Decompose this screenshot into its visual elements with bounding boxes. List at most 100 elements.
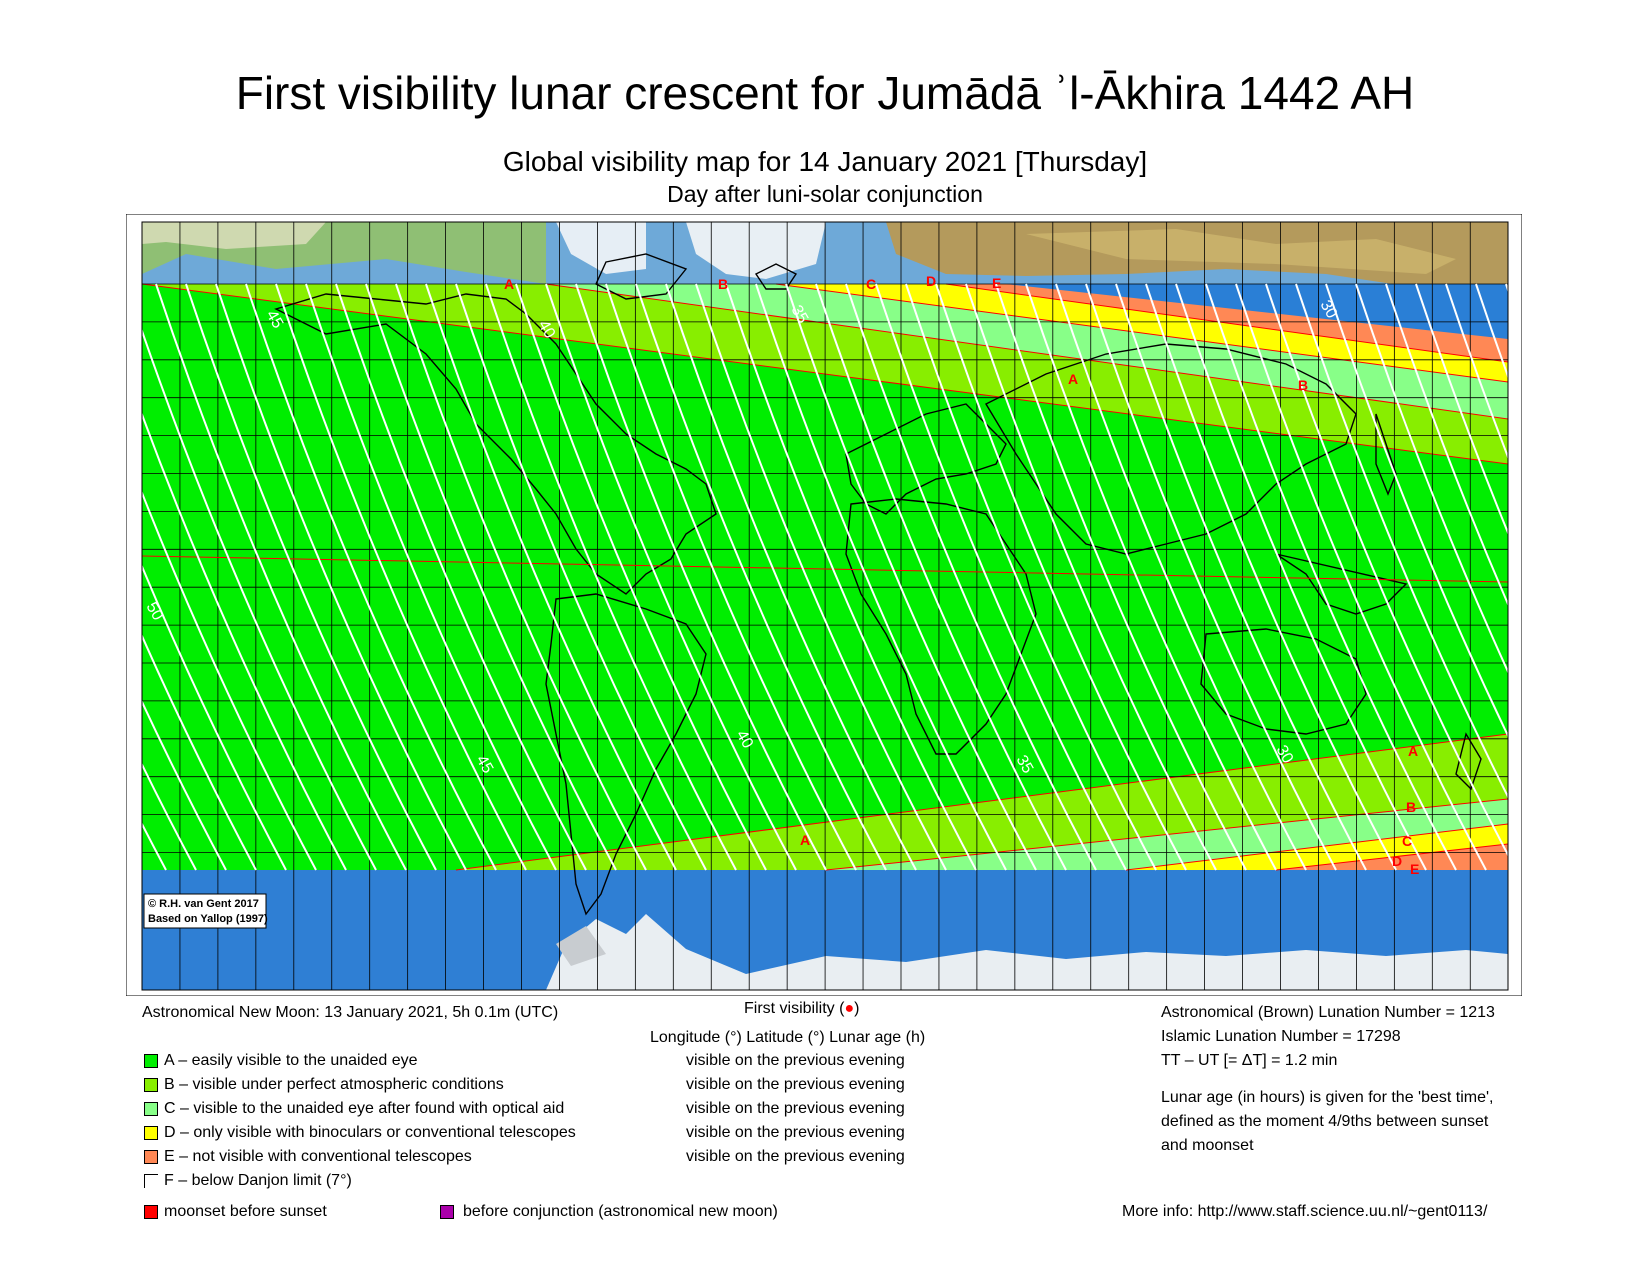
more-info-link[interactable]: More info: http://www.staff.science.uu.n… — [1122, 1203, 1488, 1220]
age-curve — [575, 283, 827, 871]
age-curve — [725, 283, 977, 871]
age-curve — [1175, 283, 1427, 871]
northern-land — [142, 222, 1508, 294]
legend-label-d: D – only visible with binoculars or conv… — [164, 1124, 576, 1141]
age-curve — [995, 283, 1247, 871]
age-curve — [1475, 283, 1508, 380]
age-curve — [1055, 283, 1307, 871]
age-curve — [1445, 283, 1508, 460]
age-curve — [1325, 283, 1508, 739]
age-curve — [785, 283, 1037, 871]
age-label-30: 30 — [1273, 743, 1297, 767]
age-label-35: 35 — [788, 303, 812, 327]
column-headers: Longitude (°) Latitude (°) Lunar age (h) — [650, 1029, 926, 1046]
zone-letter-bottom-e: E — [1410, 861, 1419, 877]
lunar-age-note-3: and moonset — [1161, 1137, 1254, 1154]
red-boundary-line — [142, 555, 1508, 583]
age-curve — [695, 283, 947, 871]
zone-boundary-1 — [545, 283, 1508, 420]
age-curve — [245, 283, 497, 871]
age-curve — [1385, 283, 1508, 607]
age-curve — [665, 283, 917, 871]
zone-letter-top-b: B — [718, 276, 728, 292]
age-curve — [155, 283, 407, 871]
age-curve — [142, 411, 347, 871]
age-curve — [1265, 283, 1508, 858]
age-curve — [515, 283, 767, 871]
age-curve — [605, 283, 857, 871]
age-curve — [755, 283, 1007, 871]
age-curve — [1355, 283, 1508, 675]
zone-letter-bottom-a: A — [800, 832, 810, 848]
zone-letter-top-c: C — [866, 276, 876, 292]
legend-swatch-b — [144, 1078, 158, 1092]
age-curve — [185, 283, 437, 871]
first-visibility-heading: First visibility (●) — [744, 1000, 860, 1017]
legend-swatch-f — [144, 1174, 158, 1188]
age-curve — [965, 283, 1217, 871]
age-curve — [215, 283, 467, 871]
legend-status-b: visible on the previous evening — [686, 1076, 905, 1093]
age-curve — [1415, 283, 1508, 536]
zone-letter-top-b: B — [1298, 377, 1308, 393]
legend-swatch-conjunction — [440, 1205, 454, 1219]
legend-status-a: visible on the previous evening — [686, 1052, 905, 1069]
lunar-age-note-2: defined as the moment 4/9ths between sun… — [1161, 1113, 1489, 1130]
zone-boundary-3 — [945, 283, 1508, 363]
legend-label-c: C – visible to the unaided eye after fou… — [164, 1100, 565, 1117]
zone-letter-top-a: A — [1068, 371, 1078, 387]
brown-lunation: Astronomical (Brown) Lunation Number = 1… — [1161, 1004, 1495, 1021]
age-label-45: 45 — [473, 753, 497, 777]
map-subtitle-conjunction: Day after luni-solar conjunction — [667, 181, 983, 207]
legend-swatch-e — [144, 1150, 158, 1164]
legend-label-moonset: moonset before sunset — [164, 1203, 327, 1220]
age-curve — [935, 283, 1187, 871]
zone-letter-top-a: A — [504, 276, 514, 292]
age-curve — [1205, 283, 1457, 871]
age-curve — [1295, 283, 1508, 799]
age-curve — [142, 762, 197, 871]
page-title: First visibility lunar crescent for Jumā… — [235, 67, 1415, 119]
credit-line-2: Based on Yallop (1997) — [148, 913, 268, 925]
delta-t: TT – UT [= ΔT] = 1.2 min — [1161, 1052, 1338, 1069]
legend-swatch-moonset — [144, 1205, 158, 1219]
legend-label-f: F – below Danjon limit (7°) — [164, 1172, 352, 1189]
legend-label-b: B – visible under perfect atmospheric co… — [164, 1076, 504, 1093]
zone-boundary-2 — [775, 283, 1508, 383]
legend-status-c: visible on the previous evening — [686, 1100, 905, 1117]
age-label-50: 50 — [143, 600, 167, 624]
age-curve — [545, 283, 797, 871]
zone-letter-bottom-d: D — [1392, 853, 1402, 869]
age-curve — [1145, 283, 1397, 871]
age-curve — [845, 283, 1097, 871]
lunar-age-note-1: Lunar age (in hours) is given for the 'b… — [1161, 1089, 1494, 1106]
age-curve — [875, 283, 1127, 871]
age-label-45: 45 — [263, 308, 287, 332]
age-curve — [142, 633, 257, 871]
red-dot-icon: ● — [844, 1000, 855, 1017]
legend-swatch-c — [144, 1102, 158, 1116]
zone-f-north — [1006, 284, 1508, 339]
zone-boundary-4 — [455, 733, 1508, 871]
age-curve — [815, 283, 1067, 871]
new-moon-info: Astronomical New Moon: 13 January 2021, … — [142, 1004, 559, 1021]
legend-label-e: E – not visible with conventional telesc… — [164, 1148, 472, 1165]
credit-line-1: © R.H. van Gent 2017 — [148, 898, 259, 910]
age-curve — [455, 283, 707, 871]
islamic-lunation: Islamic Lunation Number = 17298 — [1161, 1028, 1401, 1045]
age-curve — [395, 283, 647, 871]
zone-letter-bottom-c: C — [1402, 833, 1412, 849]
age-curve — [905, 283, 1157, 871]
age-curve — [1235, 283, 1487, 871]
zone-boundary-6 — [1125, 823, 1508, 871]
zone-letter-top-d: D — [926, 273, 936, 289]
credit-box: © R.H. van Gent 2017 Based on Yallop (19… — [143, 893, 268, 929]
legend-swatch-d — [144, 1126, 158, 1140]
age-label-40: 40 — [535, 318, 559, 342]
age-curve — [425, 283, 677, 871]
lunar-age-curves — [142, 283, 1508, 871]
age-curve — [365, 283, 617, 871]
age-curve — [275, 283, 527, 871]
